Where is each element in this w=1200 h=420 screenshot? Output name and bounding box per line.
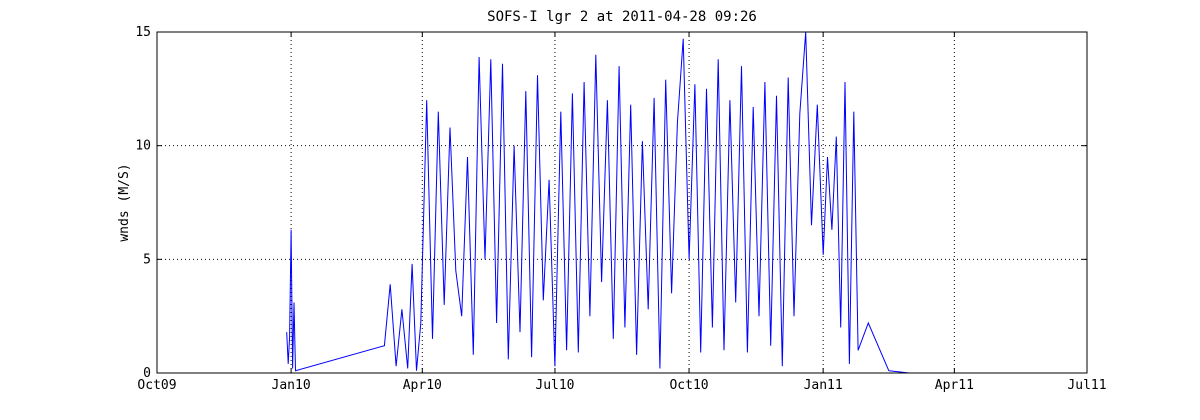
- x-tick-label: Oct10: [669, 378, 708, 393]
- x-tick-label: Jul11: [1067, 378, 1106, 393]
- y-tick-label: 5: [143, 252, 151, 267]
- x-tick-label: Oct09: [137, 378, 176, 393]
- y-axis-label: wnds (M/S): [117, 163, 132, 241]
- y-tick-label: 15: [135, 25, 151, 40]
- y-tick-label: 10: [135, 139, 151, 154]
- axes-box: [156, 31, 1088, 374]
- x-tick-label: Jul10: [535, 378, 574, 393]
- y-tick-label: 0: [143, 366, 151, 381]
- x-tick-label: Apr11: [935, 378, 974, 393]
- grid: [157, 32, 1087, 373]
- x-tick-label: Jan10: [272, 378, 311, 393]
- chart-title: SOFS-I lgr 2 at 2011-04-28 09:26: [487, 9, 757, 25]
- x-tick-label: Apr10: [403, 378, 442, 393]
- ticks: Oct09 Jan10 Apr10 Jul10 Oct10 Jan11 Apr11 Jul11…: [135, 25, 1106, 393]
- x-tick-label: Jan11: [804, 378, 843, 393]
